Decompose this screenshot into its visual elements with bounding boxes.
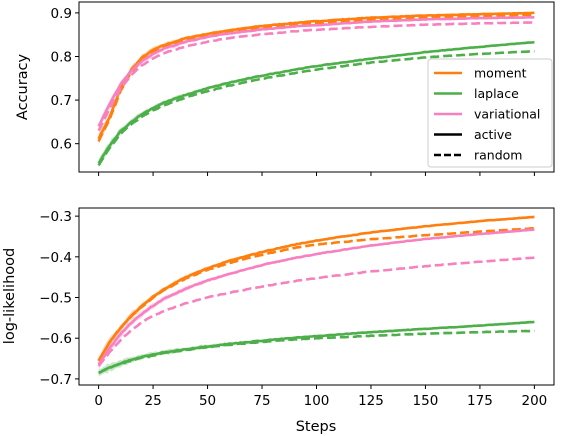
x-tick-label: 50 — [199, 393, 216, 409]
accuracy-lines — [97, 11, 535, 167]
y-tick-label: 0.7 — [51, 93, 72, 109]
legend-label-laplace: laplace — [474, 86, 519, 101]
accuracy-y-axis-label: Accuracy — [15, 53, 31, 120]
y-tick-label: −0.6 — [39, 331, 72, 347]
variational-active-line — [97, 15, 535, 127]
x-tick-label: 175 — [467, 393, 493, 409]
log-likelihood-y-ticks: −0.7 −0.6 −0.5 −0.4 −0.3 — [39, 209, 79, 388]
y-tick-label: 0.8 — [51, 49, 72, 65]
log-likelihood-panel: −0.7 −0.6 −0.5 −0.4 −0.3 0 25 50 75 100 125 150 175… — [2, 207, 555, 409]
x-tick-label: 125 — [358, 393, 384, 409]
laplace-active-line — [97, 40, 535, 164]
x-tick-label: 150 — [413, 393, 439, 409]
accuracy-x-ticks — [98, 172, 535, 176]
legend-label-random: random — [474, 148, 522, 163]
laplace-active-line — [98, 320, 535, 375]
legend-label-variational: variational — [474, 107, 540, 122]
log-likelihood-x-ticks: 0 25 50 75 100 125 150 175 200 — [94, 385, 547, 409]
laplace-random-line — [98, 329, 535, 375]
legend: moment laplace variational active random — [427, 58, 553, 168]
y-tick-label: −0.3 — [39, 209, 72, 225]
x-tick-label: 200 — [521, 393, 547, 409]
legend-box — [427, 58, 553, 168]
variational-random-line — [97, 21, 535, 132]
accuracy-y-ticks: 0.6 0.7 0.8 0.9 — [51, 6, 79, 153]
laplace-random-line — [97, 49, 535, 167]
legend-label-active: active — [474, 127, 512, 142]
moment-random-line — [97, 13, 535, 142]
x-tick-label: 25 — [144, 393, 161, 409]
y-tick-label: −0.4 — [39, 250, 72, 266]
laplace-confidence-band — [98, 320, 535, 377]
moment-random-line — [97, 227, 535, 362]
variational-random-line — [97, 256, 535, 367]
x-tick-label: 0 — [94, 393, 103, 409]
legend-label-moment: moment — [474, 66, 527, 81]
y-tick-label: 0.9 — [51, 6, 72, 22]
y-tick-label: −0.7 — [39, 372, 72, 388]
log-likelihood-y-axis-label: log-likelihood — [2, 248, 18, 344]
accuracy-panel: 0.6 0.7 0.8 0.9 Accuracy moment laplace varia… — [15, 1, 555, 176]
log-likelihood-lines — [97, 215, 535, 375]
y-tick-label: 0.6 — [51, 137, 72, 153]
x-tick-label: 100 — [304, 393, 330, 409]
x-axis-label: Steps — [296, 419, 337, 435]
y-tick-label: −0.5 — [39, 291, 72, 307]
moment-active-line — [97, 11, 535, 140]
variational-active-line — [97, 228, 535, 366]
x-tick-label: 75 — [253, 393, 270, 409]
